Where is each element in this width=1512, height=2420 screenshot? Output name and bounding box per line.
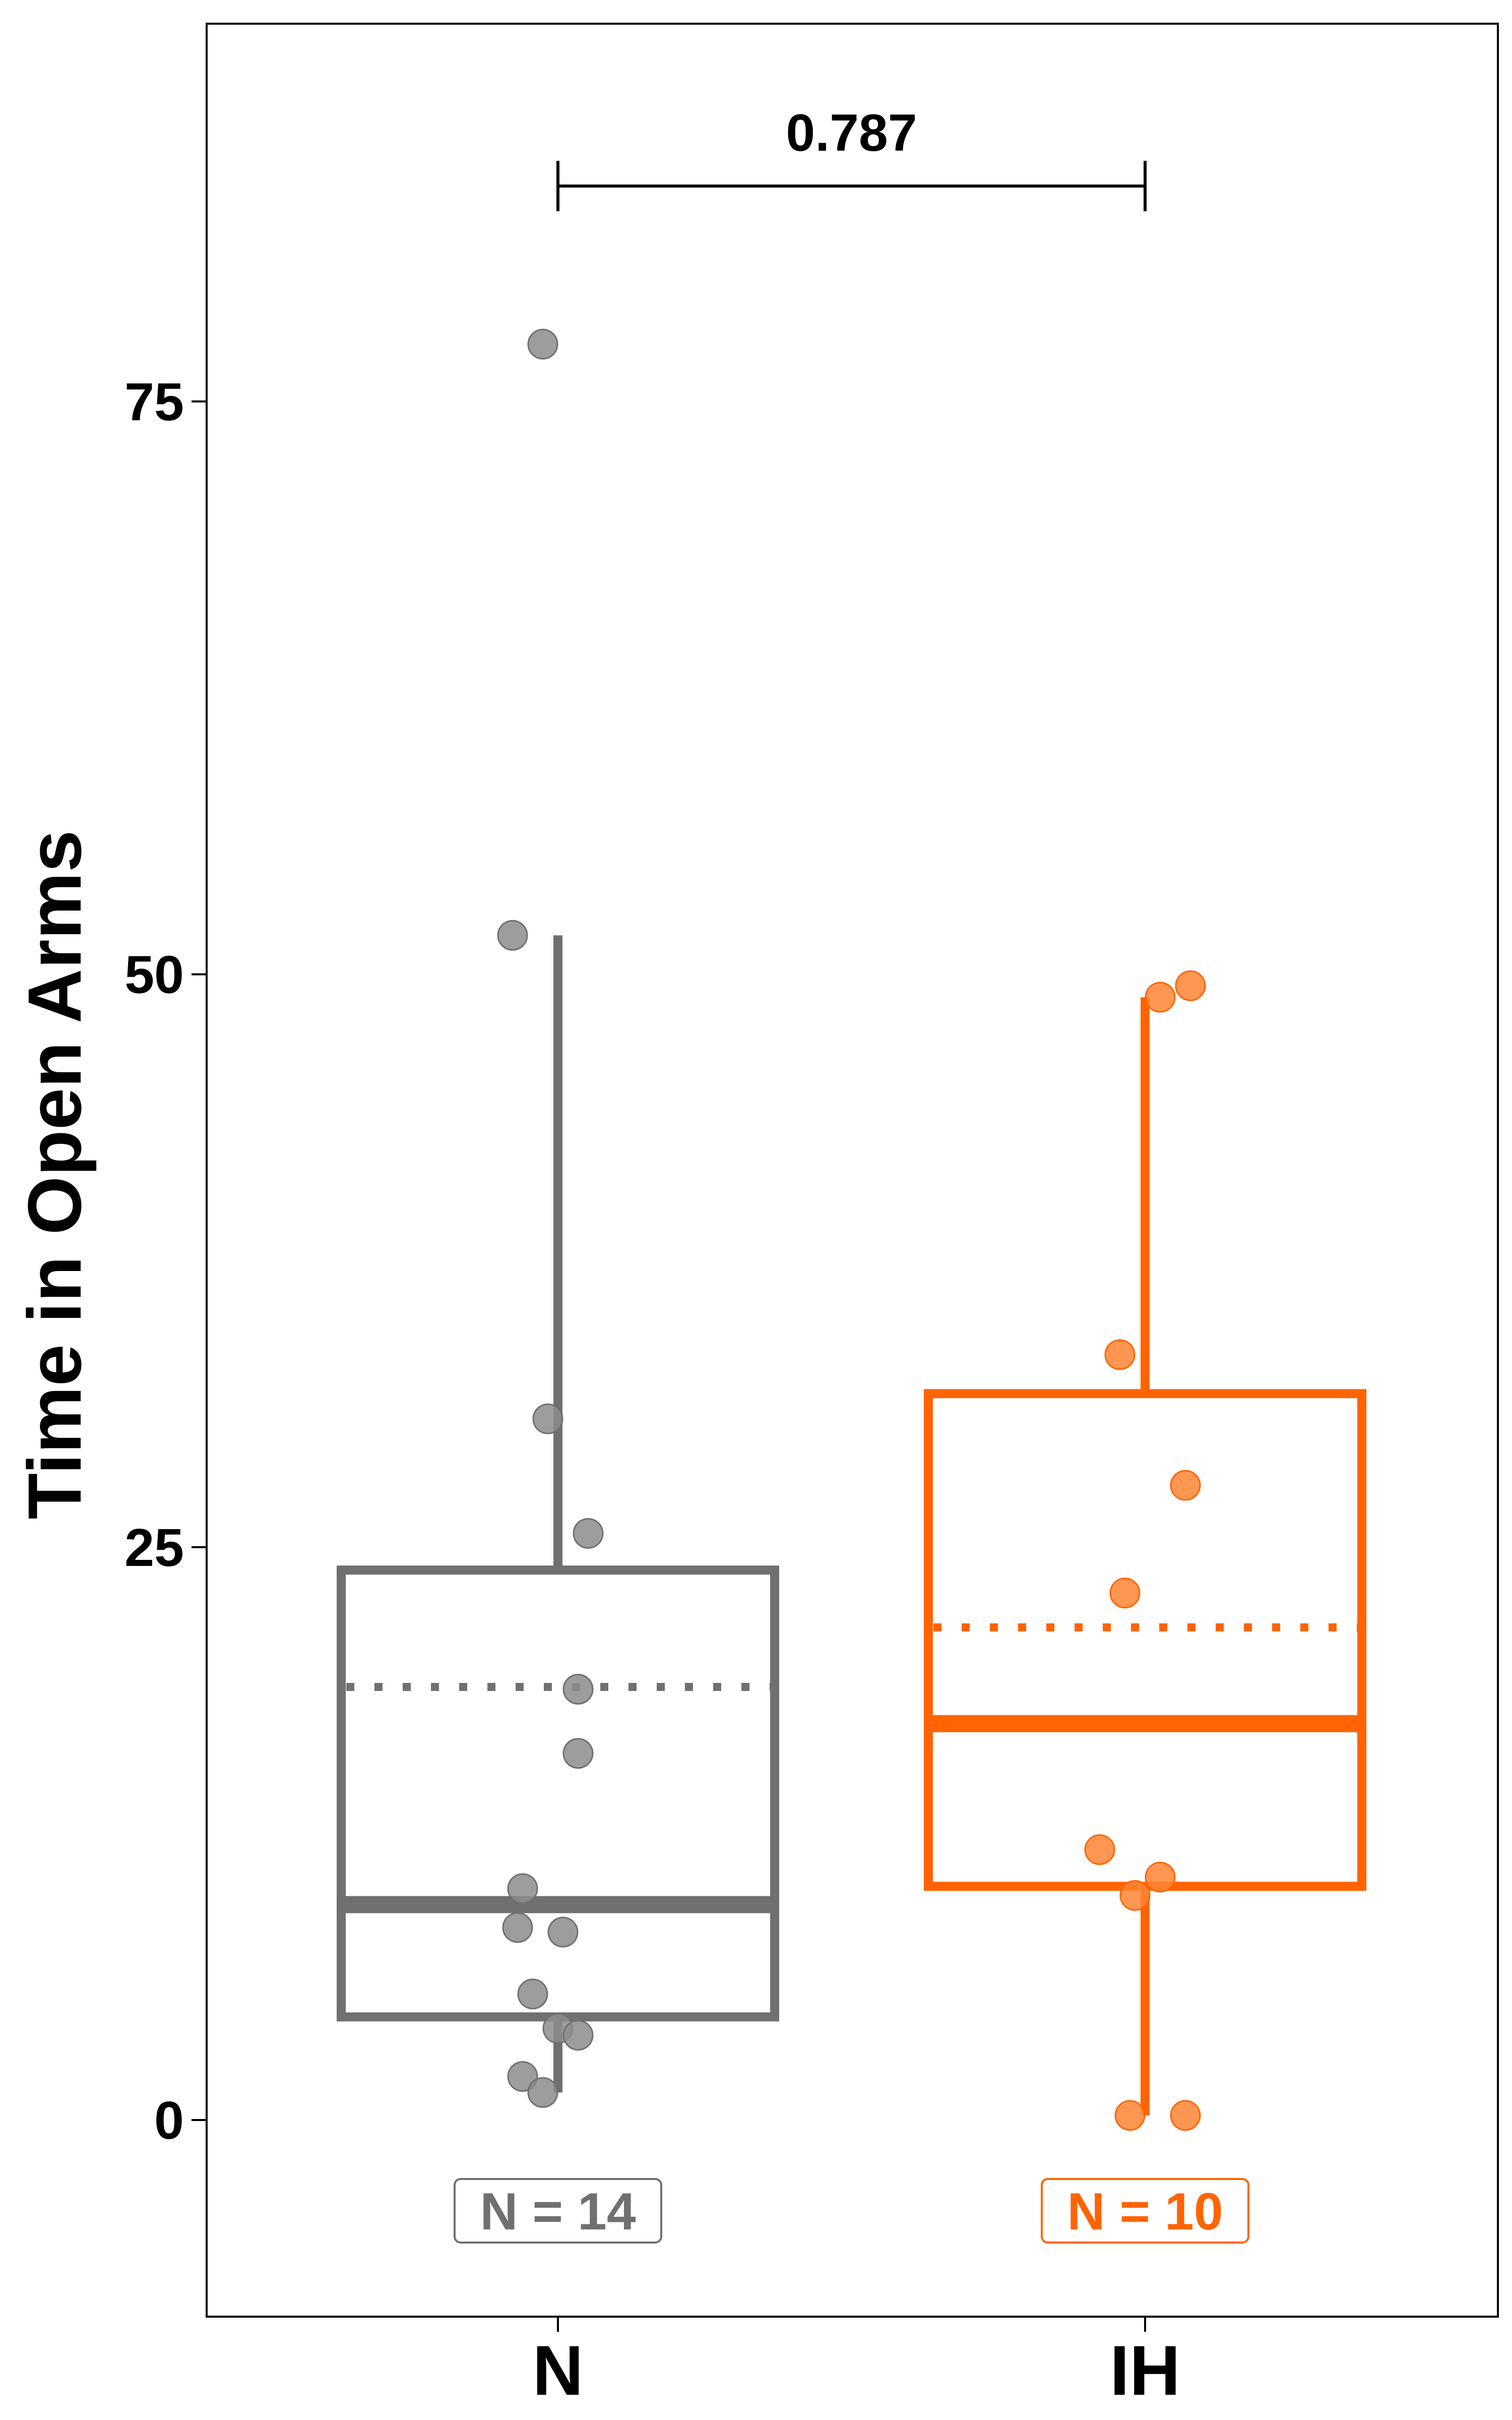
y-tick-label: 50 [124, 945, 184, 1005]
data-point [1114, 2100, 1146, 2131]
group-n: N = 14 [337, 329, 779, 2244]
group-ih: N = 10 [924, 970, 1366, 2244]
y-axis-title: Time in Open Arms [12, 830, 97, 1520]
data-point [1175, 970, 1206, 1001]
data-point [1109, 1578, 1141, 1609]
data-point [507, 1873, 538, 1904]
n-label-box [454, 2178, 662, 2244]
data-point [562, 1674, 594, 1705]
data-point [517, 1978, 548, 2010]
data-point [1104, 1339, 1136, 1370]
n-label: N = 10 [1067, 2183, 1223, 2241]
data-point [527, 329, 558, 360]
axes: 0 25 50 75 N IH Time in Open Arms [12, 372, 1180, 2410]
significance-bracket: 0.787 [556, 104, 1147, 212]
data-point [527, 2077, 558, 2108]
data-point [497, 920, 528, 951]
p-value-label: 0.787 [786, 104, 917, 162]
data-point [573, 1518, 604, 1549]
y-tick-label: 25 [124, 1518, 184, 1578]
x-tick-label: IH [1110, 2331, 1180, 2410]
plot-panel-border [206, 23, 1499, 2318]
data-point [1170, 1470, 1201, 1501]
y-tick-label: 0 [154, 2091, 184, 2150]
data-point [1119, 1880, 1151, 1911]
n-label-box [1041, 2178, 1249, 2244]
data-point [1145, 982, 1176, 1013]
data-point [562, 2020, 594, 2051]
x-tick-label: N [532, 2331, 583, 2410]
data-point [532, 1403, 563, 1434]
n-label: N = 14 [480, 2183, 636, 2241]
data-point [562, 1738, 594, 1769]
data-point [502, 1912, 533, 1943]
y-tick-label: 75 [124, 372, 184, 432]
data-point [1145, 1861, 1176, 1893]
chart-marks: N = 14 N = 10 0.787 [337, 104, 1366, 2244]
data-point [507, 2061, 538, 2092]
data-point [547, 1916, 579, 1948]
data-point [1084, 1834, 1115, 1865]
data-point [1170, 2100, 1201, 2131]
